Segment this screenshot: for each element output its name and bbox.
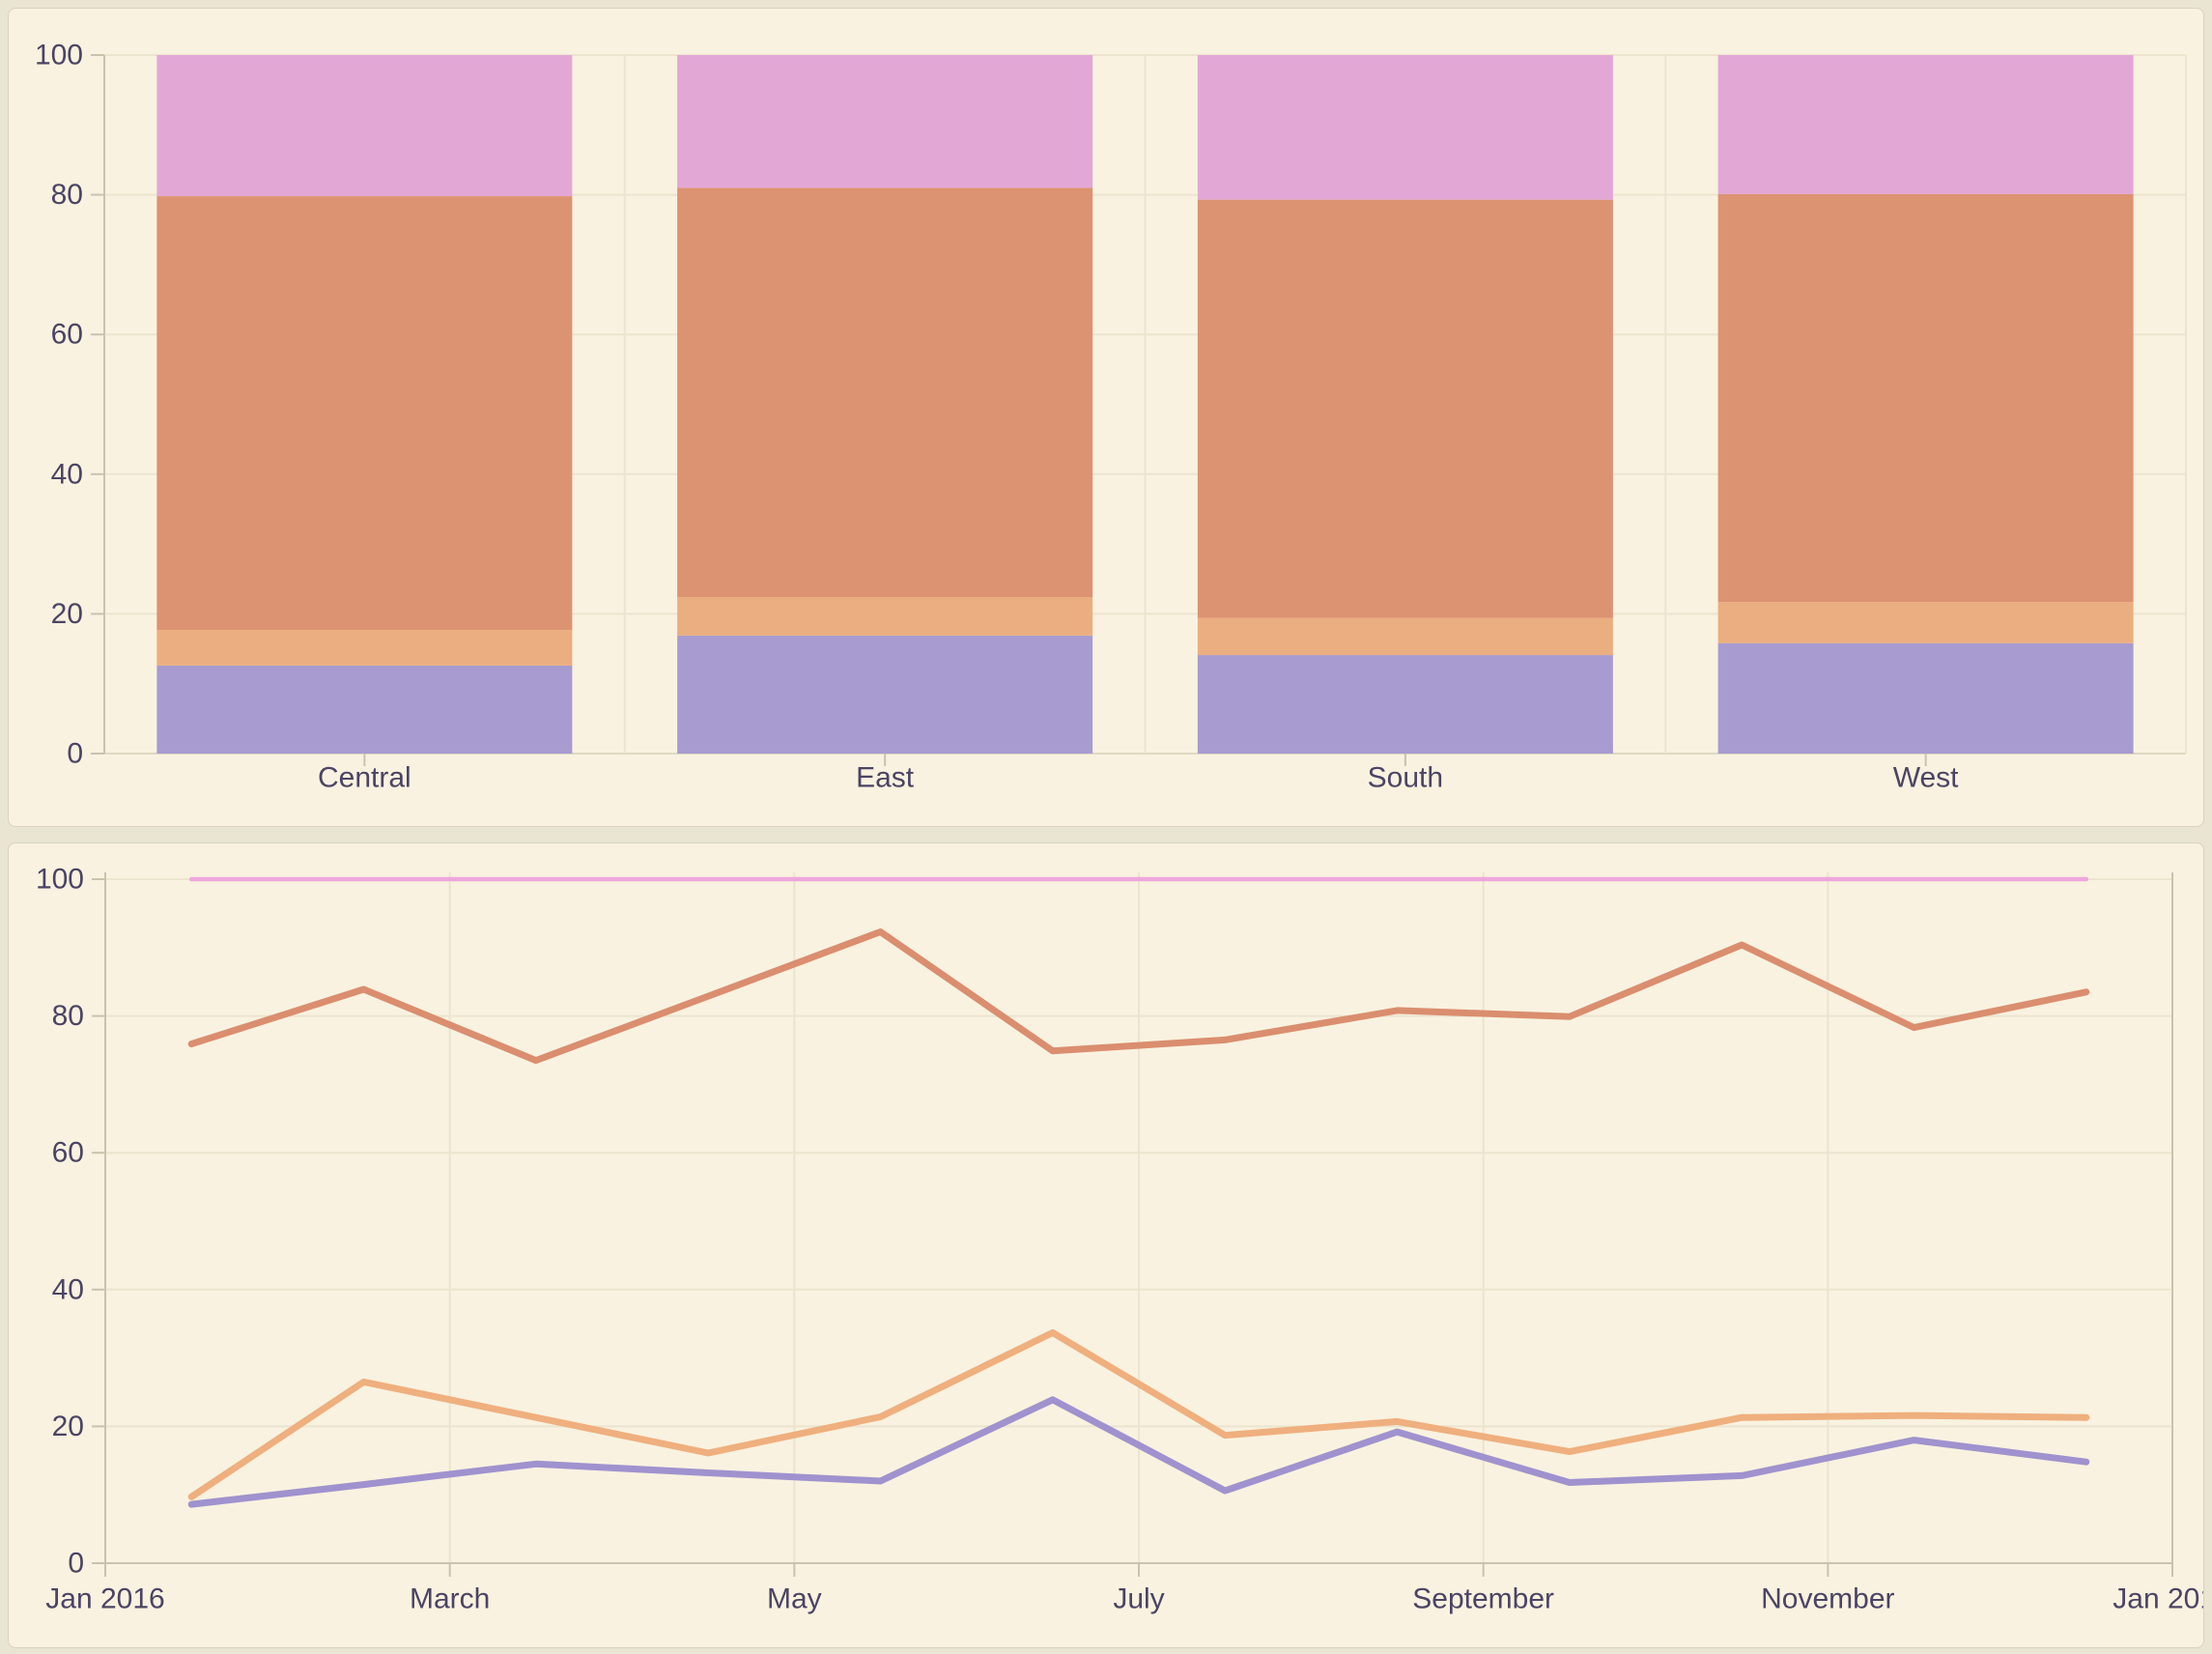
y-axis-tick-label: 0 [68,1548,84,1580]
y-axis-tick-label: 40 [52,1273,84,1305]
y-axis-tick-label: 80 [52,1000,84,1032]
bar-segment-purple-west[interactable] [1717,642,2134,754]
x-axis-tick-label: July [1113,1583,1164,1615]
x-axis-tick-label: March [410,1583,490,1615]
line-series-salmon[interactable] [187,928,2090,1065]
x-axis-tick-label: May [767,1583,822,1615]
bar-segment-light-orange-central[interactable] [156,630,573,666]
bar-segment-pink-central[interactable] [156,55,573,197]
y-axis-tick-label: 100 [35,40,83,71]
y-axis-tick-label: 80 [51,179,83,211]
bar-segment-purple-south[interactable] [1197,655,1613,754]
bar-segment-purple-central[interactable] [156,665,573,754]
y-axis-tick-label: 100 [36,864,84,896]
y-axis-tick-label: 60 [51,319,83,351]
category-label-south: South [1368,762,1443,794]
line-series-light-orange[interactable] [187,1328,2090,1500]
category-label-east: East [856,762,915,794]
x-axis-tick-label: Jan 2016 [45,1583,164,1615]
bar-segment-purple-east[interactable] [677,635,1093,754]
stacked-bar-chart-panel: 0 20 40 60 80 100 Central East South West [8,8,2204,827]
bar-segment-pink-east[interactable] [677,55,1093,188]
category-label-west: West [1893,762,1959,794]
x-axis-tick-label: November [1761,1583,1894,1615]
bar-segment-light-orange-south[interactable] [1197,617,1613,656]
line-chart-panel: Jan 2016 March May July September November Jan… [8,842,2204,1648]
line-series-purple[interactable] [187,1396,2090,1508]
bar-segment-light-orange-west[interactable] [1717,602,2134,643]
y-axis-tick-label: 20 [51,598,83,630]
y-axis-tick-label: 20 [52,1411,84,1442]
bar-segment-light-orange-east[interactable] [677,597,1093,636]
bar-segment-salmon-south[interactable] [1197,199,1613,618]
bar-segment-pink-west[interactable] [1717,55,2134,194]
x-axis-tick-label: Jan 2017 [2113,1583,2203,1615]
line-chart: Jan 2016 March May July September November Jan… [36,864,2203,1615]
y-axis-tick-label: 60 [52,1137,84,1169]
bar-segment-salmon-east[interactable] [677,187,1093,598]
y-axis-tick-label: 40 [51,458,83,490]
bar-segment-salmon-central[interactable] [156,196,573,631]
bar-segment-salmon-west[interactable] [1717,193,2134,603]
stacked-bar-chart: 0 20 40 60 80 100 Central East South West [35,40,2187,794]
y-axis-tick-label: 0 [67,738,83,770]
bar-segment-pink-south[interactable] [1197,55,1613,200]
x-axis-tick-label: September [1412,1583,1554,1615]
category-label-central: Central [318,762,411,794]
